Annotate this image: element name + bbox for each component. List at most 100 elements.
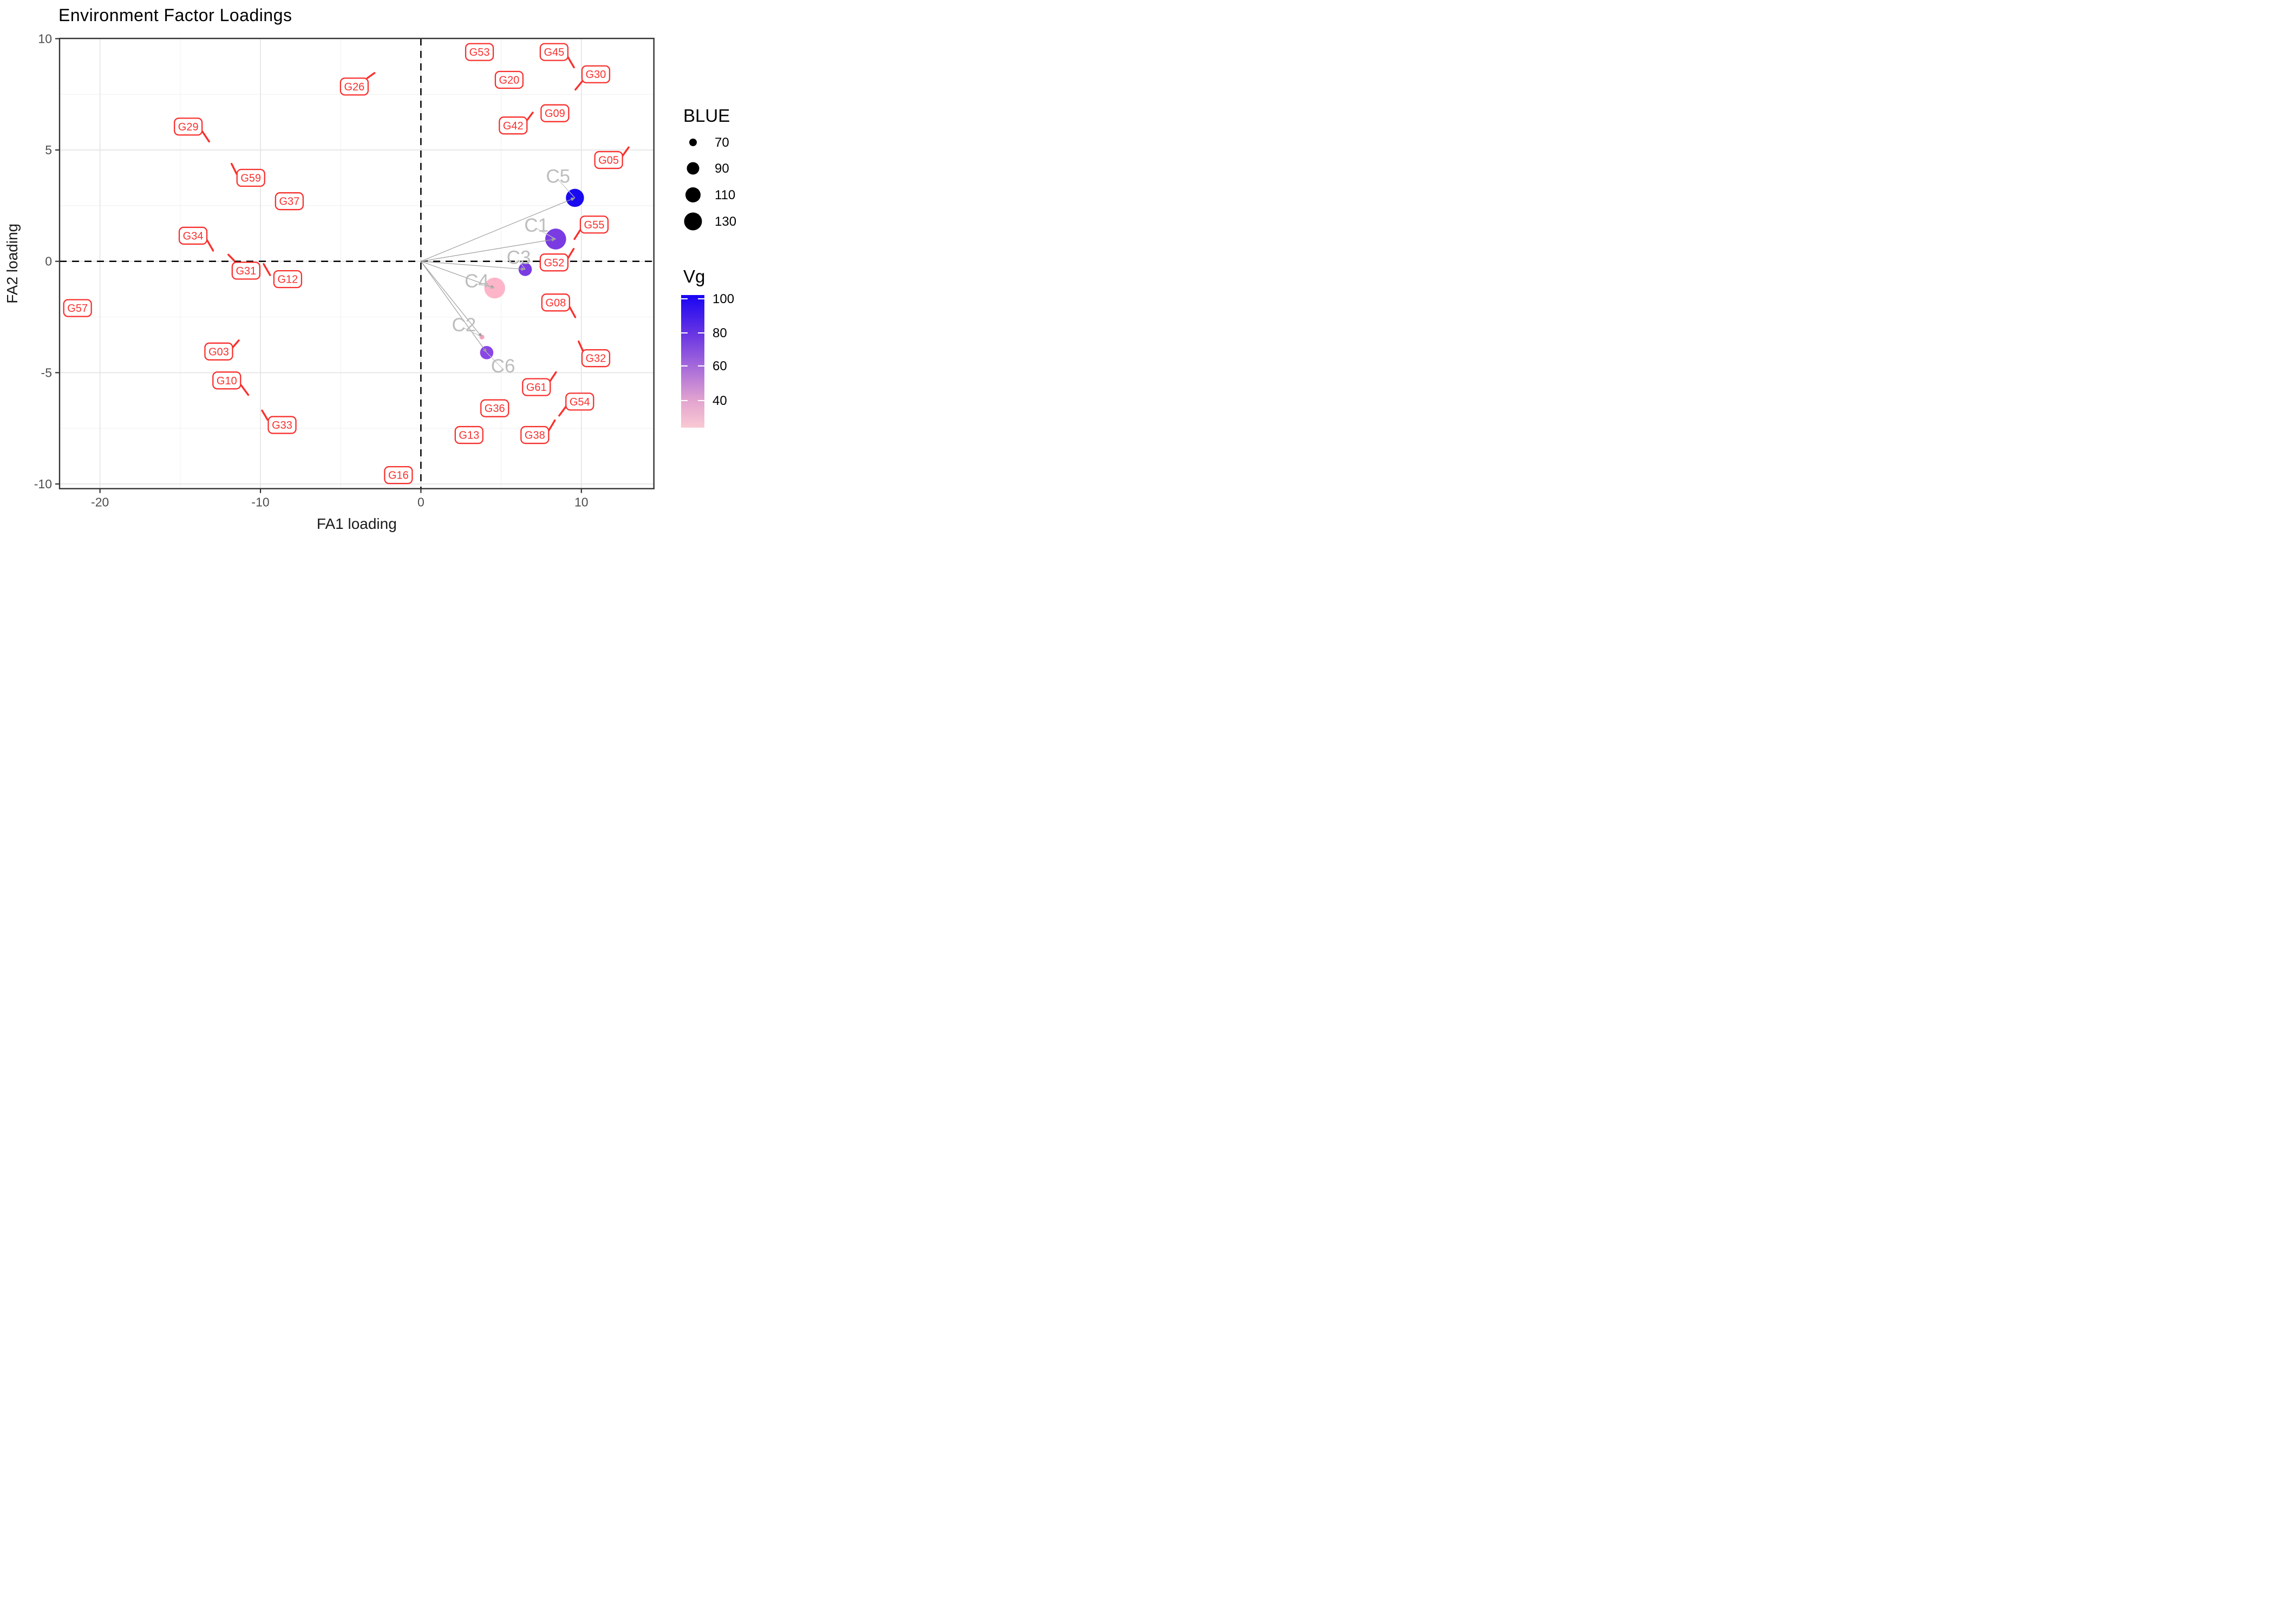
color-legend-value: 100 xyxy=(713,292,734,306)
label-box-G42 xyxy=(499,116,528,135)
label-text-G33: G33 xyxy=(272,420,292,431)
bubble-C5 xyxy=(566,188,584,207)
label-box-G30 xyxy=(581,65,611,83)
chart-title: Environment Factor Loadings xyxy=(58,5,292,25)
env-label-C4: C4 xyxy=(465,271,489,292)
label-text-G09: G09 xyxy=(545,108,565,120)
reference-lines xyxy=(60,38,654,489)
label-box-G10 xyxy=(212,371,241,390)
segment-G31 xyxy=(227,253,236,262)
origin-arrows xyxy=(420,197,576,353)
label-text-G53: G53 xyxy=(469,47,490,58)
y-tick-label: -10 xyxy=(34,477,52,491)
y-tick-label: 10 xyxy=(38,31,52,45)
color-legend-bar xyxy=(681,295,704,428)
segment-G30 xyxy=(574,80,584,91)
y-tick-label: -5 xyxy=(41,365,52,379)
label-text-G45: G45 xyxy=(544,47,564,58)
color-legend-value: 60 xyxy=(713,359,727,374)
label-text-G32: G32 xyxy=(586,353,606,365)
y-tick-label: 5 xyxy=(45,143,52,157)
genotype-label-G55: G55 xyxy=(579,215,609,234)
label-text-G31: G31 xyxy=(236,265,256,277)
genotype-label-G54: G54 xyxy=(565,392,594,411)
genotype-label-G37: G37 xyxy=(275,192,304,211)
leader-C4 xyxy=(476,284,495,289)
env-label-C6: C6 xyxy=(491,356,515,377)
arrow-to-C5 xyxy=(421,197,576,262)
y-axis-title: FA2 loading xyxy=(4,224,21,304)
segment-G54 xyxy=(558,405,567,417)
genotype-label-G33: G33 xyxy=(267,416,297,434)
segment-G38 xyxy=(547,419,556,432)
minor-gridlines xyxy=(60,38,654,489)
segment-G45 xyxy=(566,55,575,69)
label-box-G37 xyxy=(275,192,304,211)
label-text-G36: G36 xyxy=(485,403,505,415)
size-legend-value: 70 xyxy=(715,135,729,150)
label-box-G36 xyxy=(480,399,509,417)
size-legend: BLUE 70 90 110 130 xyxy=(683,106,736,231)
label-box-G34 xyxy=(178,226,208,245)
x-tick-label: 10 xyxy=(574,495,589,509)
color-legend-value: 40 xyxy=(713,394,727,408)
genotype-label-G32: G32 xyxy=(581,349,611,368)
label-box-G55 xyxy=(579,215,609,234)
leader-C3 xyxy=(518,260,526,270)
size-legend-title: BLUE xyxy=(683,106,730,126)
genotype-labels: G53 G45 G30 G20 G26 G09 G42 G05 G29 G59 G37 G34 G55 G… xyxy=(63,43,623,484)
x-tick-label: -20 xyxy=(91,495,109,509)
env-label-C5: C5 xyxy=(546,166,570,187)
segment-G61 xyxy=(549,371,557,382)
label-text-G54: G54 xyxy=(570,396,590,408)
y-tick-label: 0 xyxy=(45,254,52,269)
label-text-G10: G10 xyxy=(217,375,237,387)
label-box-G53 xyxy=(465,43,494,61)
size-legend-value: 130 xyxy=(715,214,736,229)
label-text-G20: G20 xyxy=(499,75,519,87)
label-box-G03 xyxy=(204,342,233,361)
label-text-G08: G08 xyxy=(545,297,566,309)
label-text-G29: G29 xyxy=(178,121,199,133)
genotype-label-G05: G05 xyxy=(594,150,623,169)
segment-G42 xyxy=(526,112,534,122)
label-text-G12: G12 xyxy=(278,274,298,286)
label-text-G30: G30 xyxy=(586,69,606,81)
label-box-G57 xyxy=(63,299,92,317)
label-text-G61: G61 xyxy=(526,382,547,394)
genotype-label-G57: G57 xyxy=(63,299,92,317)
genotype-label-G10: G10 xyxy=(212,371,241,390)
genotype-label-G52: G52 xyxy=(539,253,569,272)
label-box-G26 xyxy=(339,77,369,96)
leader-C6 xyxy=(486,352,504,370)
genotype-label-G31: G31 xyxy=(231,261,261,280)
plot-window: C1 C2 C3 C4 C5 C6 G53 G45 G30 G20 G26 G09 G42 G05 G29 G… xyxy=(0,0,758,541)
label-box-G13 xyxy=(454,425,483,444)
label-box-G12 xyxy=(273,270,303,289)
env-label-C2: C2 xyxy=(452,315,476,336)
segment-G10 xyxy=(240,384,250,396)
panel-border xyxy=(58,37,655,489)
label-text-G38: G38 xyxy=(525,430,545,442)
label-box-G29 xyxy=(174,117,203,136)
arrow-to-C2 xyxy=(420,261,482,337)
segment-G52 xyxy=(566,248,575,260)
label-box-G38 xyxy=(520,425,550,444)
genotype-label-G29: G29 xyxy=(174,117,203,136)
arrow-to-C6 xyxy=(420,261,487,353)
genotype-label-G26: G26 xyxy=(339,77,369,96)
segment-G34 xyxy=(206,238,214,252)
genotype-label-G16: G16 xyxy=(384,466,413,484)
label-box-G52 xyxy=(539,253,569,272)
size-legend-dot-130 xyxy=(684,212,702,231)
label-text-G57: G57 xyxy=(67,303,88,315)
label-box-G09 xyxy=(540,104,570,122)
genotype-label-G34: G34 xyxy=(178,226,208,245)
label-box-G16 xyxy=(384,466,413,484)
genotype-label-G36: G36 xyxy=(480,399,509,417)
color-legend-value: 80 xyxy=(713,326,727,340)
size-legend-dot-70 xyxy=(689,139,697,146)
leader-C5 xyxy=(558,179,576,198)
x-tick-label: 0 xyxy=(417,495,424,509)
genotype-label-G59: G59 xyxy=(236,168,265,187)
